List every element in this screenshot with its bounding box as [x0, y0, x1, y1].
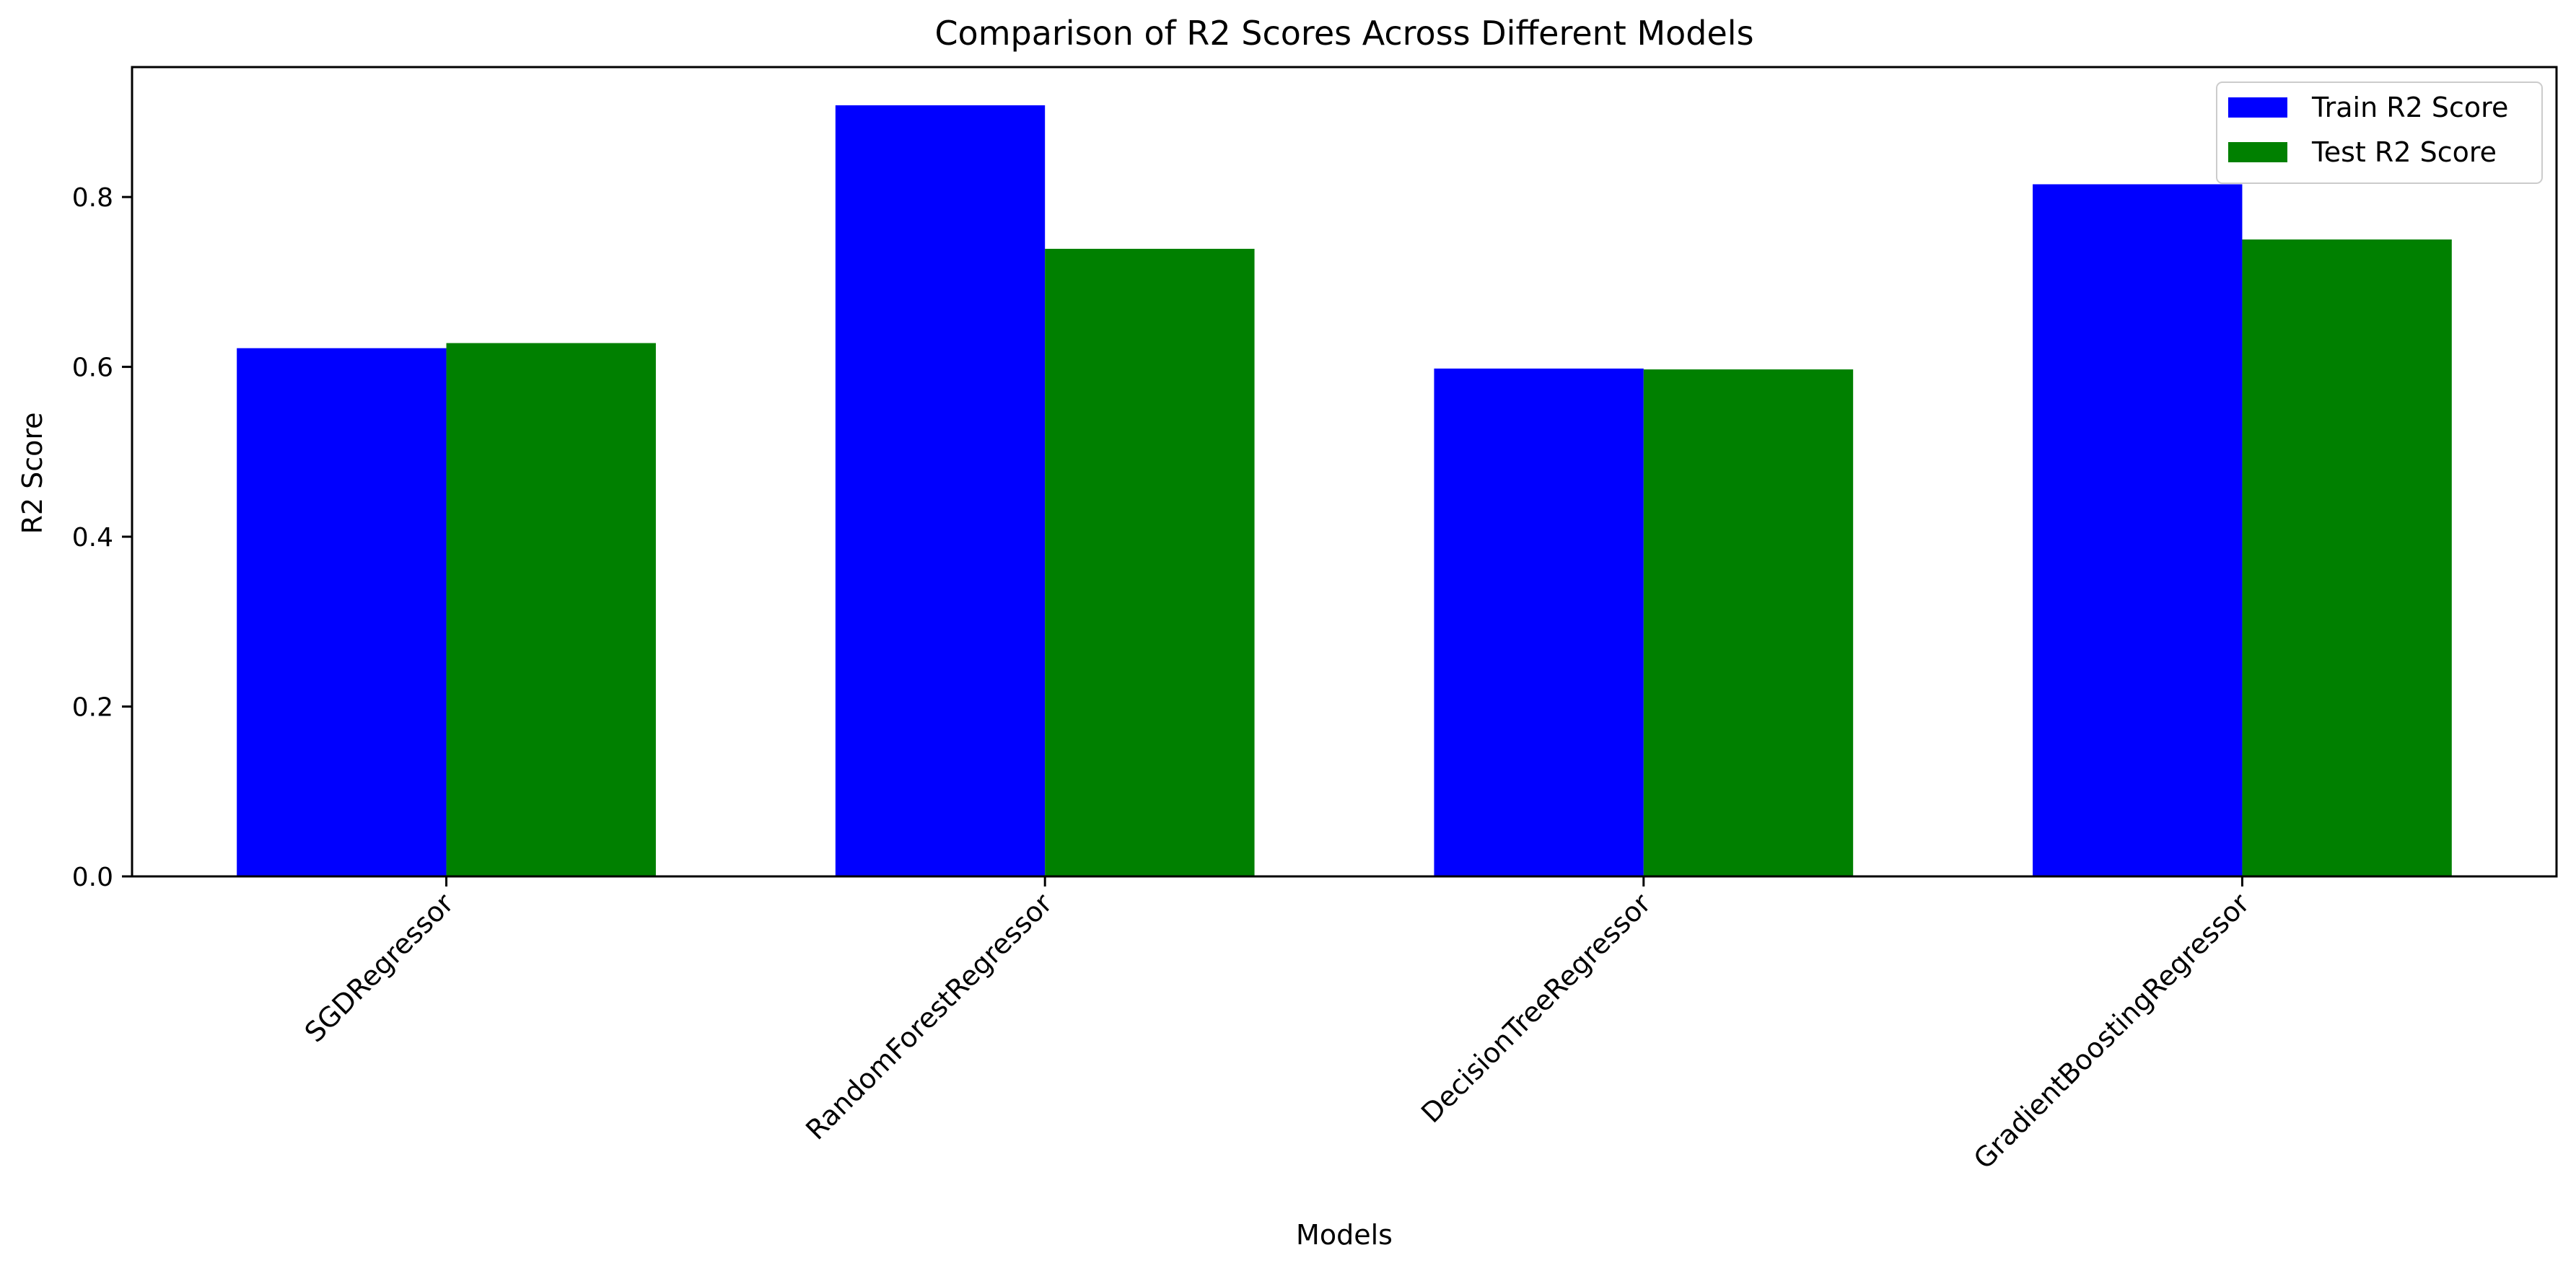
bar-train-decisiontreeregressor — [1434, 368, 1644, 876]
y-tick-label: 0.0 — [72, 863, 113, 892]
y-tick-label: 0.8 — [72, 183, 113, 213]
legend-swatch — [2228, 142, 2287, 162]
bar-test-gradientboostingregressor — [2242, 239, 2452, 876]
y-tick-label: 0.6 — [72, 353, 113, 383]
legend-items: Train R2 Score Test R2 Score — [2228, 92, 2508, 168]
y-axis-label: R2 Score — [17, 412, 48, 534]
legend-swatch — [2228, 97, 2287, 118]
legend-label: Test R2 Score — [2311, 136, 2497, 168]
y-axis-ticks: 0.0 0.2 0.4 0.6 0.8 — [72, 183, 132, 892]
bar-test-randomforestregressor — [1045, 248, 1255, 876]
bar-train-randomforestregressor — [835, 105, 1046, 876]
bars-layer — [237, 105, 2452, 877]
y-tick-label: 0.2 — [72, 693, 113, 723]
legend-label: Train R2 Score — [2311, 92, 2508, 123]
bar-train-sgdregressor — [237, 348, 447, 877]
plot-frame — [131, 66, 2558, 878]
y-tick-label: 0.4 — [72, 523, 113, 553]
bar-train-gradientboostingregressor — [2033, 184, 2243, 877]
bar-test-decisiontreeregressor — [1643, 369, 1854, 876]
chart-title: Comparison of R2 Scores Across Different… — [934, 14, 1753, 53]
x-axis-label: Models — [1296, 1219, 1393, 1251]
bar-test-sgdregressor — [446, 343, 656, 876]
legend-box — [2216, 82, 2543, 184]
legend: Train R2 Score Test R2 Score — [2216, 82, 2543, 184]
